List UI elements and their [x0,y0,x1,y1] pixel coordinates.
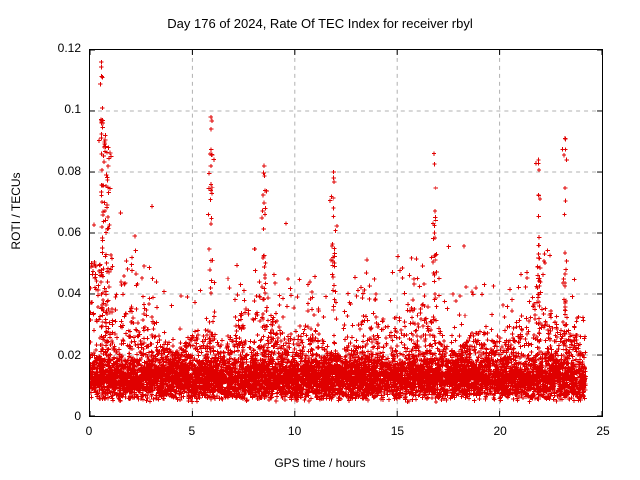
y-tick-label: 0 [74,409,81,423]
x-tick-label: 25 [596,424,610,438]
x-tick-label: 20 [493,424,507,438]
y-tick-label: 0.12 [57,41,81,55]
y-tick-label: 0.04 [57,286,81,301]
y-tick-label: 0.1 [64,102,81,117]
y-tick-label: 0.02 [57,347,81,362]
x-tick-label: 5 [188,424,196,438]
x-tick-label: 0 [85,424,93,438]
x-tick-label: 15 [390,424,405,438]
y-tick-label: 0.08 [57,163,81,178]
chart-title: Day 176 of 2024, Rate Of TEC Index for r… [167,16,473,31]
y-axis-label: ROTI / TECUs [9,172,23,250]
x-tick-label: 10 [287,424,302,438]
plot-area [89,49,603,417]
x-axis-label: GPS time / hours [274,456,366,470]
scatter-points [90,60,588,405]
y-tick-label: 0.06 [57,225,81,239]
